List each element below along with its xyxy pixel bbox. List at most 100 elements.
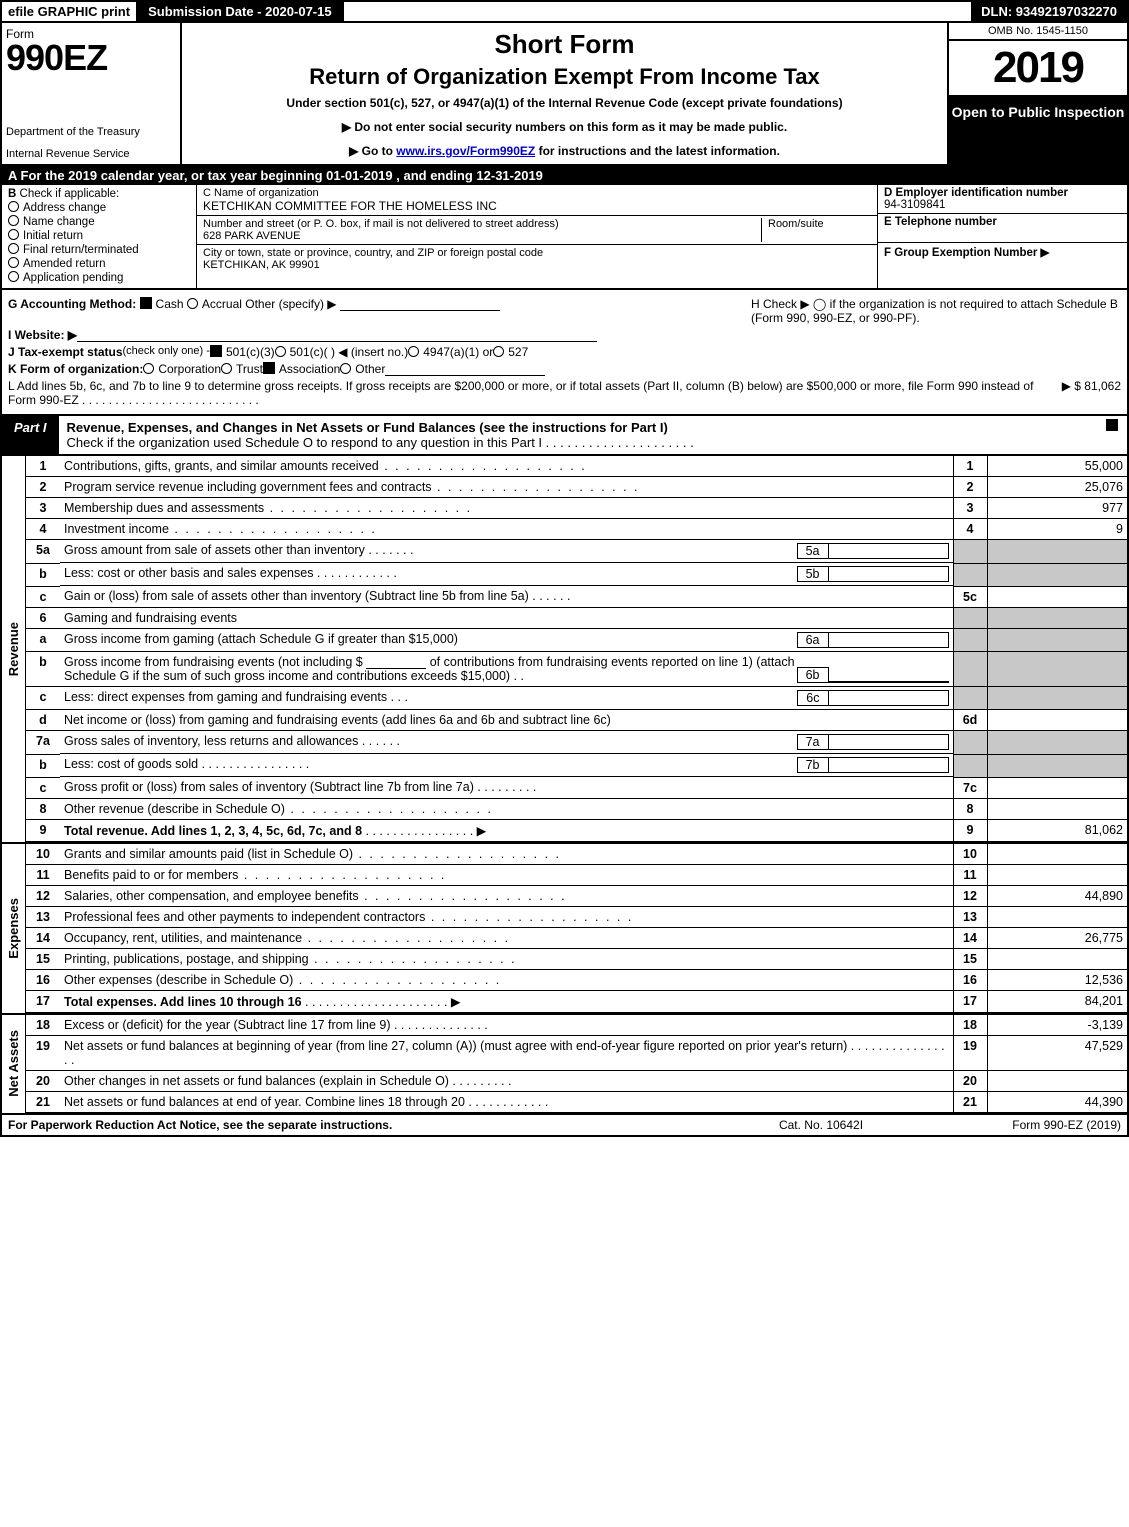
k-other-check[interactable]: Other [340,362,385,376]
footer-catno: Cat. No. 10642I [721,1118,921,1132]
l-dots: . . . . . . . . . . . . . . . . . . . . … [82,393,259,407]
line-19: 19 Net assets or fund balances at beginn… [26,1035,1127,1070]
b-label: B [8,188,16,200]
line-7a: 7a Gross sales of inventory, less return… [26,731,1127,755]
revenue-table: 1 Contributions, gifts, grants, and simi… [26,456,1127,842]
street-value: 628 PARK AVENUE [203,230,761,242]
c-label: C Name of organization [203,187,871,199]
check-initial-return[interactable]: Initial return [8,229,190,242]
top-bar: efile GRAPHIC print Submission Date - 20… [0,0,1129,23]
b-text: Check if applicable: [20,188,120,200]
expenses-section: Expenses 10 Grants and similar amounts p… [0,844,1129,1015]
row-l: L Add lines 5b, 6c, and 7b to line 9 to … [8,379,1121,407]
line-5a: 5a Gross amount from sale of assets othe… [26,540,1127,564]
j-4947-check[interactable]: 4947(a)(1) or [408,345,493,359]
k-assoc-check[interactable]: Association [263,362,340,376]
line-10: 10 Grants and similar amounts paid (list… [26,844,1127,865]
line-6b: b Gross income from fundraising events (… [26,652,1127,687]
street-label: Number and street (or P. O. box, if mail… [203,218,761,230]
city-label: City or town, state or province, country… [203,247,871,259]
line-7c: c Gross profit or (loss) from sales of i… [26,777,1127,798]
phone-value [884,228,1121,240]
line-5b: b Less: cost or other basis and sales ex… [26,563,1127,586]
line-18: 18 Excess or (deficit) for the year (Sub… [26,1015,1127,1036]
k-corp-check[interactable]: Corporation [143,362,221,376]
g-cash-check[interactable]: Cash [140,297,184,311]
header-left: Form 990EZ Department of the Treasury In… [2,23,182,164]
open-public-inspection: Open to Public Inspection [949,97,1127,164]
line-8: 8 Other revenue (describe in Schedule O)… [26,798,1127,819]
g-label: G Accounting Method: [8,297,136,311]
room-suite: Room/suite [761,218,871,242]
part-1-header: Part I Revenue, Expenses, and Changes in… [0,416,1129,456]
omb-number: OMB No. 1545-1150 [949,23,1127,41]
instr-goto-post: for instructions and the latest informat… [539,144,780,158]
line-4: 4 Investment income 4 9 [26,519,1127,540]
netassets-vert-label: Net Assets [2,1015,26,1113]
row-k: K Form of organization: Corporation Trus… [8,362,1121,376]
check-amended-return[interactable]: Amended return [8,257,190,270]
tax-year: 2019 [949,41,1127,97]
line-11: 11 Benefits paid to or for members 11 [26,864,1127,885]
i-label: I Website: ▶ [8,328,77,342]
line-21: 21 Net assets or fund balances at end of… [26,1091,1127,1112]
entity-grid: B Check if applicable: Address change Na… [0,185,1129,290]
irs-link[interactable]: www.irs.gov/Form990EZ [396,144,535,158]
dln-label: DLN: 93492197032270 [971,2,1127,21]
j-501c3-check[interactable]: 501(c)(3) [210,345,275,359]
line-3: 3 Membership dues and assessments 3 977 [26,498,1127,519]
phone-row: E Telephone number [878,214,1127,243]
line-5c: c Gain or (loss) from sale of assets oth… [26,586,1127,607]
h-text: H Check ▶ ◯ if the organization is not r… [741,297,1121,325]
j-527-check[interactable]: 527 [493,345,528,359]
dept-irs: Internal Revenue Service [6,148,176,160]
website-field[interactable] [77,328,597,342]
part-1-check[interactable] [1101,416,1127,454]
k-other-field[interactable] [385,362,545,376]
g-other-field[interactable] [340,297,500,311]
line-2: 2 Program service revenue including gove… [26,477,1127,498]
footer-left: For Paperwork Reduction Act Notice, see … [8,1118,721,1132]
k-trust-check[interactable]: Trust [221,362,263,376]
ein-row: D Employer identification number 94-3109… [878,185,1127,214]
header-right: OMB No. 1545-1150 2019 Open to Public In… [947,23,1127,164]
line-16: 16 Other expenses (describe in Schedule … [26,969,1127,990]
org-name: KETCHIKAN COMMITTEE FOR THE HOMELESS INC [203,199,871,213]
j-hint: (check only one) - [123,345,210,359]
line-7b: b Less: cost of goods sold . . . . . . .… [26,754,1127,777]
check-address-change[interactable]: Address change [8,201,190,214]
section-ghijkl: G Accounting Method: Cash Accrual Other … [0,290,1129,416]
l-amount: ▶ $ 81,062 [1052,379,1121,407]
check-name-change[interactable]: Name change [8,215,190,228]
dept-treasury: Department of the Treasury [6,126,176,138]
instr-goto-pre: ▶ Go to [349,144,396,158]
net-assets-section: Net Assets 18 Excess or (deficit) for th… [0,1015,1129,1115]
row-g-h: G Accounting Method: Cash Accrual Other … [8,297,1121,325]
row-i: I Website: ▶ [8,328,1121,342]
line-6: 6 Gaming and fundraising events [26,607,1127,628]
instr-goto: ▶ Go to www.irs.gov/Form990EZ for instru… [190,144,939,158]
line-13: 13 Professional fees and other payments … [26,906,1127,927]
line-14: 14 Occupancy, rent, utilities, and maint… [26,927,1127,948]
efile-print-label[interactable]: efile GRAPHIC print [2,2,138,21]
line-1: 1 Contributions, gifts, grants, and simi… [26,456,1127,477]
line-9: 9 Total revenue. Add lines 1, 2, 3, 4, 5… [26,819,1127,841]
check-final-return[interactable]: Final return/terminated [8,243,190,256]
check-application-pending[interactable]: Application pending [8,271,190,284]
part-1-sub: Check if the organization used Schedule … [67,435,543,450]
short-form-title: Short Form [190,29,939,60]
g-accrual-check[interactable]: Accrual [187,297,242,311]
line-17: 17 Total expenses. Add lines 10 through … [26,990,1127,1012]
g-other-label: Other (specify) ▶ [245,297,336,311]
part-1-label: Part I [2,416,59,454]
section-b-checks: B Check if applicable: Address change Na… [2,185,197,288]
header-grid: Form 990EZ Department of the Treasury In… [0,23,1129,166]
j-501c-blank-check[interactable]: 501(c)( ) ◀ (insert no.) [275,345,409,359]
instr-no-ssn: ▶ Do not enter social security numbers o… [190,120,939,134]
line-12: 12 Salaries, other compensation, and emp… [26,885,1127,906]
k-label: K Form of organization: [8,362,143,376]
e-label: E Telephone number [884,216,1121,228]
part-1-title: Revenue, Expenses, and Changes in Net As… [59,416,1101,454]
tax-period-strip: A For the 2019 calendar year, or tax yea… [0,166,1129,185]
entity-right: D Employer identification number 94-3109… [877,185,1127,288]
